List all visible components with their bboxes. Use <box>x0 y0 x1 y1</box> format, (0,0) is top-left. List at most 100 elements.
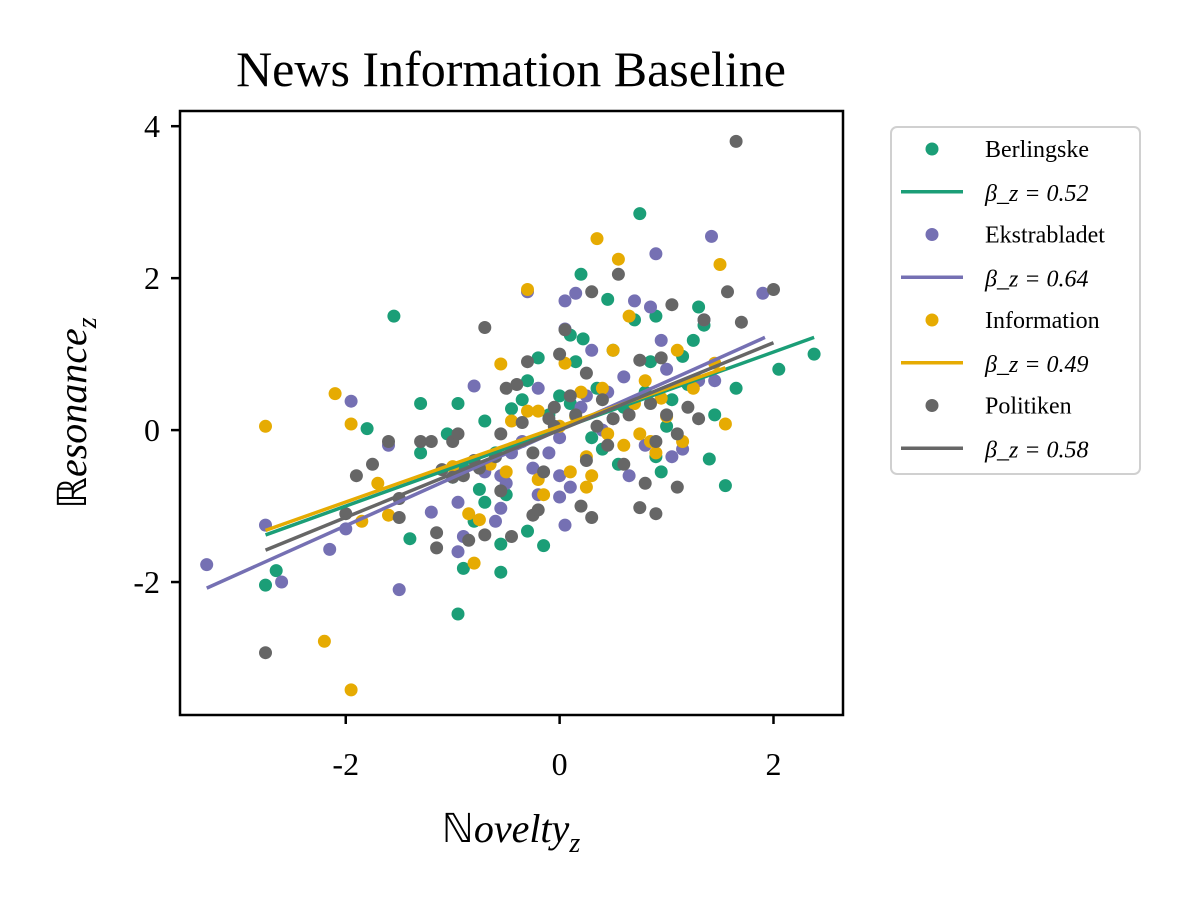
data-point-politiken-66 <box>606 412 620 426</box>
data-point-information-7 <box>344 683 358 697</box>
plot-frame <box>178 109 845 717</box>
data-point-politiken-44 <box>622 408 636 422</box>
data-point-politiken-21 <box>494 484 508 498</box>
data-point-politiken-29 <box>537 465 551 479</box>
data-point-politiken-3 <box>366 457 379 471</box>
data-point-politiken-43 <box>617 457 631 471</box>
data-point-information-1 <box>328 387 342 401</box>
data-point-politiken-10 <box>430 541 444 555</box>
data-point-politiken-58 <box>697 313 711 327</box>
data-point-berlingske-39 <box>654 465 668 479</box>
data-point-politiken-57 <box>692 412 706 426</box>
data-point-politiken-16 <box>462 533 476 547</box>
data-point-berlingske-56 <box>414 397 428 410</box>
data-point-politiken-69 <box>494 427 508 441</box>
data-point-ekstrabladet-35 <box>622 469 636 483</box>
data-point-politiken-61 <box>734 315 748 329</box>
data-point-berlingske-41 <box>665 393 679 407</box>
data-point-berlingske-23 <box>553 389 567 403</box>
data-point-ekstrabladet-23 <box>553 469 567 483</box>
data-point-politiken-53 <box>665 298 679 312</box>
points-layer <box>200 134 821 697</box>
data-point-ekstrabladet-34 <box>617 370 631 384</box>
data-point-berlingske-3 <box>360 422 374 436</box>
data-point-berlingske-18 <box>478 414 492 428</box>
data-point-ekstrabladet-11 <box>451 495 465 509</box>
data-point-ekstrabladet-2 <box>275 575 289 589</box>
data-point-information-6 <box>317 634 331 648</box>
legend: Berlingske β_z = 0.52 Ekstrabladet β_z = 0.… <box>890 126 1141 475</box>
data-point-politiken-56 <box>681 400 695 414</box>
data-point-ekstrabladet-7 <box>392 583 406 597</box>
data-point-ekstrabladet-13 <box>489 514 502 528</box>
data-point-ekstrabladet-28 <box>558 518 572 532</box>
data-point-ekstrabladet-41 <box>660 362 674 376</box>
data-point-politiken-9 <box>430 526 444 540</box>
data-point-information-27 <box>595 381 609 395</box>
data-point-politiken-62 <box>767 283 780 296</box>
data-point-politiken-28 <box>531 503 545 517</box>
x-axis-label-main: ovelty <box>474 806 570 851</box>
data-point-berlingske-55 <box>451 397 465 410</box>
data-point-information-40 <box>670 343 684 357</box>
data-point-politiken-48 <box>644 397 657 410</box>
y-axis-label: ℝesonancez <box>50 317 103 509</box>
fit-line-politiken <box>264 341 775 552</box>
legend-fit-label-information: β_z = 0.49 <box>984 352 1089 378</box>
data-point-berlingske-47 <box>702 452 716 466</box>
data-point-information-11 <box>467 556 481 570</box>
data-point-politiken-32 <box>553 347 567 361</box>
data-point-information-28 <box>601 427 615 441</box>
data-point-information-14 <box>505 414 518 428</box>
x-axis-label: ℕoveltyz <box>442 806 581 859</box>
data-point-politiken-46 <box>633 501 647 515</box>
y-axis-label-sub: z <box>72 317 103 329</box>
data-point-ekstrabladet-39 <box>649 247 663 261</box>
data-point-politiken-51 <box>654 351 668 365</box>
data-point-politiken-23 <box>505 530 518 543</box>
data-point-berlingske-7 <box>456 561 470 575</box>
data-point-information-32 <box>622 309 636 323</box>
x-axis-label-prefix: ℕ <box>442 806 474 851</box>
legend-fit-label-politiken: β_z = 0.58 <box>984 437 1089 463</box>
data-point-politiken-31 <box>547 400 561 414</box>
data-point-berlingske-11 <box>537 539 551 553</box>
data-point-berlingske-14 <box>478 495 492 509</box>
data-point-ekstrabladet-22 <box>553 431 567 445</box>
data-point-politiken-19 <box>478 528 492 542</box>
data-point-ekstrabladet-38 <box>644 300 657 314</box>
data-point-ekstrabladet-42 <box>665 450 679 464</box>
legend-fit-label-berlingske: β_z = 0.52 <box>984 181 1089 207</box>
data-point-politiken-33 <box>558 323 572 337</box>
data-point-ekstrabladet-9 <box>451 545 465 559</box>
chart-title: News Information Baseline <box>236 41 786 97</box>
legend-marker-berlingske <box>925 142 939 156</box>
data-point-ekstrabladet-21 <box>542 446 556 460</box>
data-point-ekstrabladet-48 <box>756 286 770 300</box>
data-point-information-10 <box>472 513 486 527</box>
data-point-politiken-45 <box>633 353 647 367</box>
data-point-politiken-7 <box>414 435 428 448</box>
data-point-information-20 <box>563 465 577 479</box>
data-point-berlingske-48 <box>708 408 722 422</box>
data-point-ekstrabladet-8 <box>424 505 438 519</box>
data-point-berlingske-52 <box>807 347 821 361</box>
data-point-berlingske-27 <box>574 267 588 281</box>
legend-label-information: Information <box>985 308 1100 334</box>
data-point-ekstrabladet-24 <box>553 490 567 504</box>
data-point-politiken-52 <box>660 408 674 422</box>
data-point-berlingske-8 <box>494 565 508 579</box>
data-point-politiken-36 <box>574 499 588 513</box>
data-point-berlingske-4 <box>414 446 428 460</box>
data-point-berlingske-6 <box>451 607 465 621</box>
y-tick-label: 2 <box>144 260 160 296</box>
data-point-information-44 <box>713 258 727 271</box>
data-point-politiken-4 <box>382 435 395 448</box>
y-tick-label: -2 <box>133 564 160 600</box>
data-point-information-30 <box>611 252 625 266</box>
data-point-information-25 <box>585 469 599 483</box>
data-point-information-29 <box>606 343 620 357</box>
data-point-berlingske-5 <box>403 532 417 546</box>
data-point-berlingske-10 <box>521 524 534 538</box>
